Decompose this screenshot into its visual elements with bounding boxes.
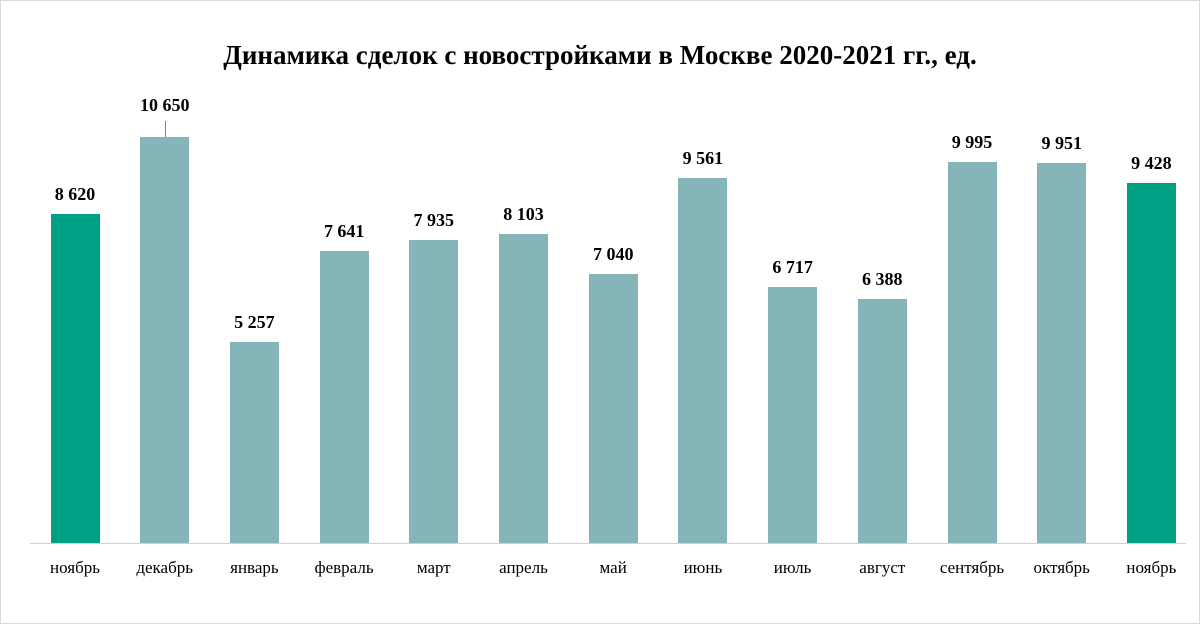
- category-label: март: [416, 558, 451, 577]
- bar: [1037, 163, 1087, 543]
- bar: [768, 286, 818, 543]
- chart-title: Динамика сделок с новостройками в Москве…: [223, 40, 977, 70]
- bar: [1126, 183, 1176, 543]
- category-label: апрель: [499, 558, 548, 577]
- category-label: февраль: [314, 558, 374, 577]
- category-label: январь: [230, 558, 279, 577]
- category-label: июль: [773, 558, 812, 577]
- bar: [229, 342, 279, 543]
- data-label: 8 620: [54, 184, 96, 205]
- bar: [50, 214, 100, 543]
- label-leader-line: [164, 120, 166, 137]
- category-label: август: [859, 558, 906, 577]
- category-label: сентябрь: [939, 558, 1005, 577]
- data-label: 5 257: [234, 312, 275, 333]
- data-label: 9 561: [682, 148, 724, 169]
- bar: [140, 136, 190, 543]
- bar: [947, 161, 997, 543]
- data-label: 7 935: [413, 210, 455, 231]
- x-axis-line: [30, 543, 1186, 544]
- category-label: октябрь: [1033, 558, 1090, 577]
- bar: [588, 274, 638, 543]
- bar: [409, 240, 459, 543]
- bar: [678, 178, 728, 543]
- category-label: ноябрь: [50, 558, 100, 577]
- category-label: ноябрь: [1126, 558, 1177, 577]
- data-label: 9 995: [951, 131, 993, 152]
- category-label: декабрь: [136, 558, 194, 577]
- bar: [319, 251, 369, 543]
- category-label: июнь: [683, 558, 723, 577]
- data-label: 10 650: [139, 94, 190, 115]
- data-label: 6 717: [772, 256, 813, 277]
- data-label: 7 641: [323, 221, 365, 242]
- bar: [857, 299, 907, 543]
- data-label: 9 951: [1041, 133, 1082, 154]
- data-label: 6 388: [862, 269, 903, 290]
- data-label: 9 428: [1131, 153, 1172, 174]
- data-label: 7 040: [592, 244, 634, 265]
- data-label: 8 103: [503, 203, 544, 224]
- bar: [499, 233, 548, 543]
- category-label: май: [599, 558, 627, 577]
